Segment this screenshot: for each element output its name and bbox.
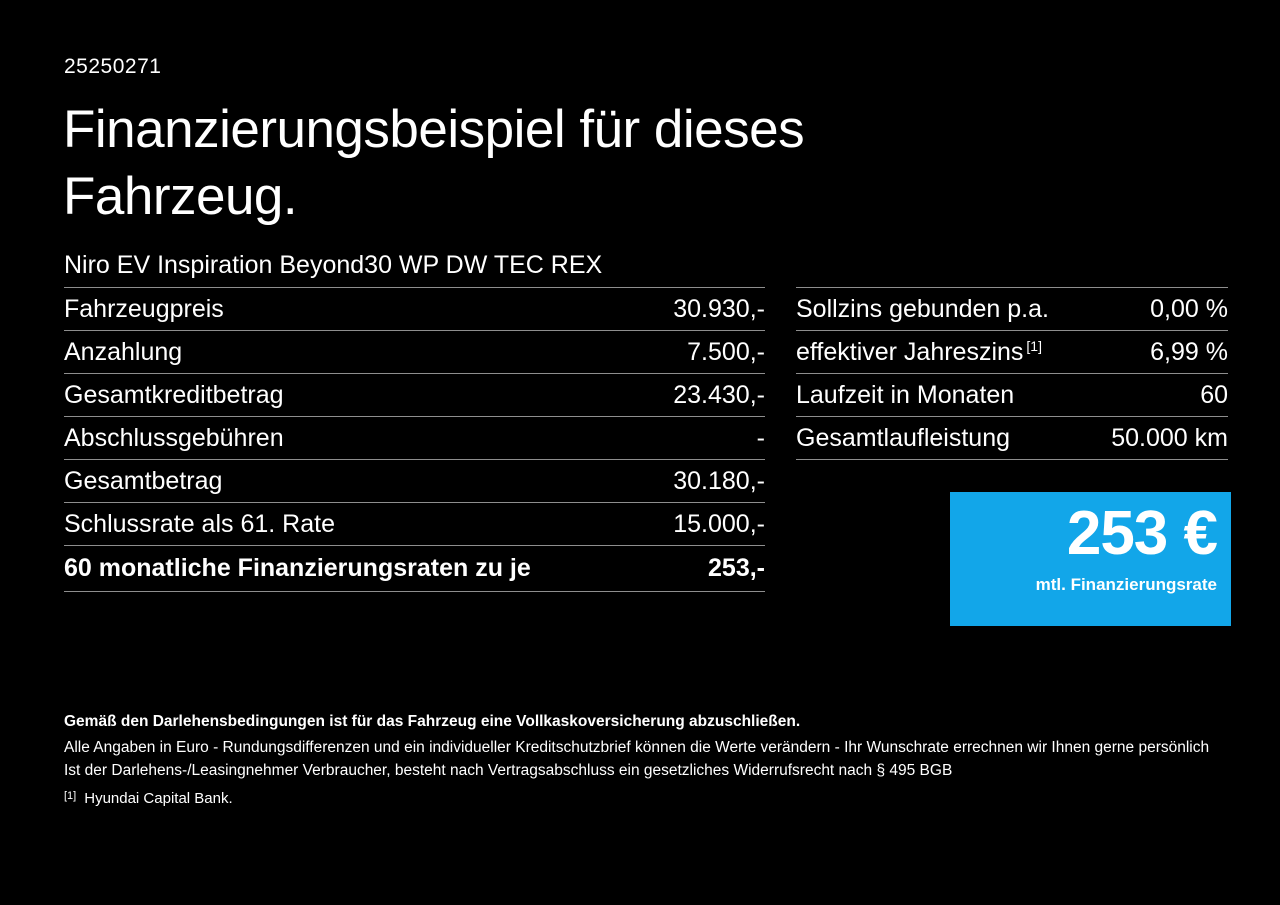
conditions-table: Sollzins gebunden p.a. 0,00 % effektiver J…: [796, 287, 1228, 460]
monthly-rate-amount: 253 €: [1066, 499, 1218, 568]
row-value: 6,99 %: [1150, 337, 1228, 366]
row-value: 253,-: [708, 554, 765, 582]
document-id: 25250271: [64, 55, 162, 78]
table-row: Abschlussgebühren -: [64, 416, 765, 459]
row-value: 50.000 km: [1111, 423, 1228, 452]
page-title: Finanzierungsbeispiel für dieses Fahrzeu…: [63, 96, 805, 230]
footnote-marker: [1]: [64, 790, 77, 802]
row-label: Schlussrate als 61. Rate: [64, 509, 335, 538]
row-label: Gesamtlaufleistung: [796, 423, 1011, 452]
table-row: Gesamtlaufleistung 50.000 km: [796, 416, 1228, 460]
row-label: Anzahlung: [64, 337, 183, 366]
row-value: 15.000,-: [673, 509, 765, 538]
row-value: -: [756, 423, 765, 452]
monthly-rate-box: 253 € mtl. Finanzierungsrate: [950, 492, 1231, 626]
row-label: Laufzeit in Monaten: [796, 380, 1015, 409]
row-label: 60 monatliche Finanzierungsraten zu je: [64, 554, 531, 582]
table-row: Schlussrate als 61. Rate 15.000,-: [64, 502, 765, 545]
table-row: Gesamtbetrag 30.180,-: [64, 459, 765, 502]
monthly-rate-caption: mtl. Finanzierungsrate: [1035, 575, 1217, 594]
table-row: Gesamtkreditbetrag 23.430,-: [64, 373, 765, 416]
row-label: Sollzins gebunden p.a.: [796, 294, 1049, 323]
row-label: Fahrzeugpreis: [64, 294, 224, 323]
page-title-line1: Finanzierungsbeispiel für dieses: [63, 100, 805, 159]
finance-table: Fahrzeugpreis 30.930,- Anzahlung 7.500,- Ges…: [64, 287, 765, 592]
page-title-line2: Fahrzeug.: [63, 167, 298, 226]
row-value: 23.430,-: [673, 380, 765, 409]
row-value: 7.500,-: [687, 337, 765, 366]
row-value: 60: [1200, 380, 1228, 409]
row-label: Gesamtkreditbetrag: [64, 380, 284, 409]
footnote-text: Hyundai Capital Bank.: [84, 790, 233, 807]
table-row: effektiver Jahreszins [1] 6,99 %: [796, 330, 1228, 373]
table-row: Sollzins gebunden p.a. 0,00 %: [796, 287, 1228, 330]
row-value: 0,00 %: [1150, 294, 1228, 323]
row-label: Abschlussgebühren: [64, 423, 284, 452]
insurance-disclaimer: Gemäß den Darlehensbedingungen ist für d…: [64, 713, 801, 730]
table-row: Laufzeit in Monaten 60: [796, 373, 1228, 416]
footer-note-withdrawal: Ist der Darlehens-/Leasingnehmer Verbrau…: [64, 762, 953, 779]
row-value: 30.930,-: [673, 294, 765, 323]
vehicle-name: Niro EV Inspiration Beyond30 WP DW TEC R…: [64, 251, 603, 279]
table-row: 60 monatliche Finanzierungsraten zu je 25…: [64, 545, 765, 592]
row-value: 30.180,-: [673, 466, 765, 495]
table-row: Fahrzeugpreis 30.930,-: [64, 287, 765, 330]
row-label: Gesamtbetrag: [64, 466, 223, 495]
footnote-ref: [1]: [1026, 337, 1042, 354]
footer-note-rounding: Alle Angaben in Euro - Rundungsdifferenz…: [64, 739, 1210, 756]
footnote-bank: [1] Hyundai Capital Bank.: [64, 790, 233, 807]
table-row: Anzahlung 7.500,-: [64, 330, 765, 373]
row-label: effektiver Jahreszins [1]: [796, 337, 1042, 366]
